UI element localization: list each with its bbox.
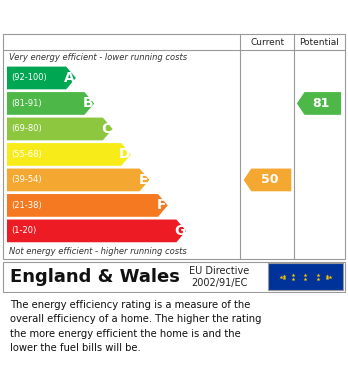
Text: 50: 50 <box>261 174 278 187</box>
Text: D: D <box>119 147 130 161</box>
Text: Current: Current <box>250 38 284 47</box>
Text: (69-80): (69-80) <box>11 124 42 133</box>
Polygon shape <box>7 118 113 140</box>
Text: (39-54): (39-54) <box>11 176 42 185</box>
Polygon shape <box>7 219 186 242</box>
Polygon shape <box>7 92 94 115</box>
Polygon shape <box>244 169 291 191</box>
Text: B: B <box>82 97 93 111</box>
Polygon shape <box>7 143 131 166</box>
Text: Very energy efficient - lower running costs: Very energy efficient - lower running co… <box>9 53 187 62</box>
Text: (81-91): (81-91) <box>11 99 42 108</box>
Polygon shape <box>7 194 168 217</box>
Text: The energy efficiency rating is a measure of the
overall efficiency of a home. T: The energy efficiency rating is a measur… <box>10 300 262 353</box>
Text: E: E <box>138 173 148 187</box>
Text: Potential: Potential <box>299 38 339 47</box>
Text: (55-68): (55-68) <box>11 150 42 159</box>
Text: 81: 81 <box>313 97 330 110</box>
Text: A: A <box>64 71 75 85</box>
Text: Energy Efficiency Rating: Energy Efficiency Rating <box>9 9 230 23</box>
Text: F: F <box>157 198 166 212</box>
Text: EU Directive
2002/91/EC: EU Directive 2002/91/EC <box>189 266 250 288</box>
Polygon shape <box>7 169 149 191</box>
Text: (1-20): (1-20) <box>11 226 37 235</box>
Bar <box>268 264 343 290</box>
Text: C: C <box>101 122 111 136</box>
Polygon shape <box>7 66 76 90</box>
Text: Not energy efficient - higher running costs: Not energy efficient - higher running co… <box>9 247 187 256</box>
Text: (21-38): (21-38) <box>11 201 42 210</box>
Polygon shape <box>297 92 341 115</box>
Text: (92-100): (92-100) <box>11 74 47 83</box>
Text: England & Wales: England & Wales <box>10 268 180 286</box>
Text: G: G <box>174 224 185 238</box>
